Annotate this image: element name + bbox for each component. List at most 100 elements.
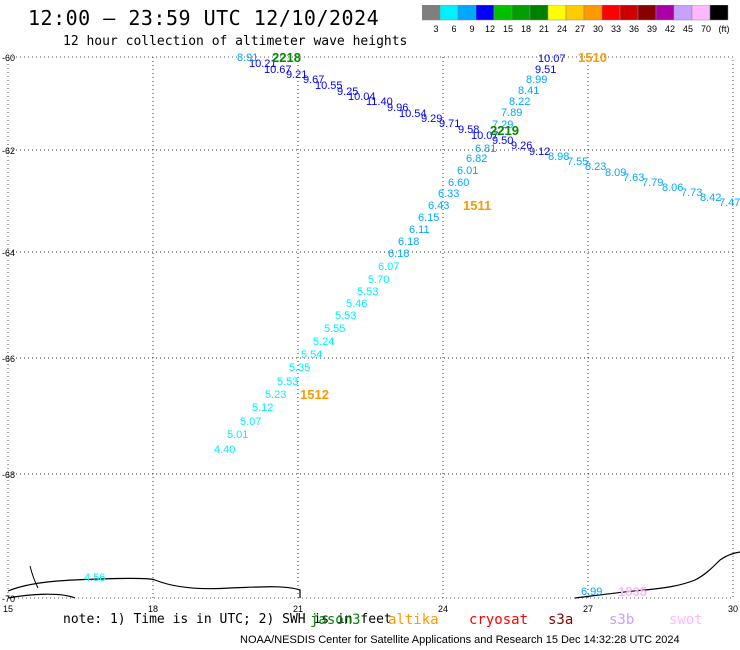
wave-height-label: 9.12 bbox=[529, 146, 550, 158]
legend-swatch-label: 30 bbox=[593, 24, 603, 34]
legend-swatch-label: 12 bbox=[485, 24, 495, 34]
satellite-label-swot: swot bbox=[669, 612, 703, 628]
wave-height-label: 5.55 bbox=[324, 323, 345, 335]
lat-tick-label: -60 bbox=[2, 53, 15, 63]
wave-height-label: 4.56 bbox=[84, 572, 105, 584]
legend-swatch-label: 33 bbox=[611, 24, 621, 34]
wave-height-label: 9.51 bbox=[535, 64, 556, 76]
page-title: 12:00 – 23:59 UTC 12/10/2024 bbox=[28, 6, 380, 30]
wave-height-label: 7.63 bbox=[623, 172, 644, 184]
satellite-label-altika: altika bbox=[388, 612, 439, 628]
color-legend bbox=[422, 5, 729, 21]
wave-height-label: 6.60 bbox=[448, 177, 469, 189]
wave-height-label: 5.35 bbox=[289, 362, 310, 374]
wave-height-label: 8.41 bbox=[518, 85, 539, 97]
wave-height-label: 5.23 bbox=[265, 389, 286, 401]
legend-swatch-label: 24 bbox=[557, 24, 567, 34]
wave-height-label: 8.23 bbox=[585, 161, 606, 173]
satellite-label-s3b: s3b bbox=[609, 612, 635, 628]
wave-height-label: 9.21 bbox=[286, 69, 307, 81]
wave-height-label: 5.54 bbox=[301, 349, 322, 361]
legend-swatch-label: (ft) bbox=[719, 24, 730, 34]
wave-height-label: 6.15 bbox=[418, 212, 439, 224]
satellite-label-s3a: s3a bbox=[548, 612, 574, 628]
wave-height-label: 5.53 bbox=[335, 310, 356, 322]
wave-height-label: 8.06 bbox=[662, 182, 683, 194]
wave-height-label: 8.99 bbox=[526, 74, 547, 86]
map-frame bbox=[7, 56, 734, 599]
wave-height-label: 5.53 bbox=[277, 376, 298, 388]
satellite-label-jason3: jason3 bbox=[310, 612, 361, 628]
credit-line: NOAA/NESDIS Center for Satellite Applica… bbox=[240, 634, 680, 646]
wave-height-label: 7.73 bbox=[681, 187, 702, 199]
lat-tick-label: -68 bbox=[2, 470, 15, 480]
wave-height-label: 8.91 bbox=[237, 52, 258, 64]
wave-height-label: 5.53 bbox=[357, 286, 378, 298]
footnote: note: 1) Time is in UTC; 2) SWH is in fe… bbox=[63, 612, 392, 627]
pass-id-label: 1835 bbox=[618, 584, 647, 599]
coastline bbox=[7, 593, 76, 599]
legend-swatch-label: 45 bbox=[683, 24, 693, 34]
wave-height-label: 9.29 bbox=[421, 113, 442, 125]
legend-swatch-label: 70 bbox=[701, 24, 711, 34]
wave-height-label: 8.22 bbox=[509, 96, 530, 108]
lon-tick-label: 27 bbox=[583, 604, 593, 614]
legend-swatch-label: 6 bbox=[451, 24, 456, 34]
wave-height-label: 10.21 bbox=[249, 58, 277, 70]
wave-height-label: 9.58 bbox=[458, 124, 479, 136]
legend-swatch-label: 39 bbox=[647, 24, 657, 34]
legend-swatch-label: 9 bbox=[469, 24, 474, 34]
lat-tick-label: -64 bbox=[2, 248, 15, 258]
legend-swatch-label: 3 bbox=[433, 24, 438, 34]
wave-height-label: 8.09 bbox=[605, 167, 626, 179]
legend-swatch bbox=[709, 5, 729, 21]
wave-height-label: 6.01 bbox=[457, 165, 478, 177]
page-subtitle: 12 hour collection of altimeter wave hei… bbox=[63, 34, 408, 49]
wave-height-label: 9.25 bbox=[337, 86, 358, 98]
wave-height-label: 5.24 bbox=[313, 336, 334, 348]
wave-height-label: 9.50 bbox=[492, 135, 513, 147]
wave-height-label: 8.42 bbox=[700, 192, 721, 204]
wave-height-label: 10.07 bbox=[471, 130, 499, 142]
wave-height-label: 10.55 bbox=[315, 80, 343, 92]
wave-height-label: 6.18 bbox=[398, 236, 419, 248]
legend-swatch-label: 36 bbox=[629, 24, 639, 34]
wave-height-label: 6.82 bbox=[466, 153, 487, 165]
lat-tick-label: -62 bbox=[2, 146, 15, 156]
satellite-label-cryosat: cryosat bbox=[469, 612, 529, 628]
pass-id-label: 1511 bbox=[463, 198, 491, 213]
wave-height-label: 7.89 bbox=[501, 107, 522, 119]
wave-height-label: 6.81 bbox=[475, 143, 496, 155]
wave-height-label: 9.26 bbox=[511, 140, 532, 152]
wave-height-label: 6.18 bbox=[388, 248, 409, 260]
wave-height-label: 5.70 bbox=[368, 274, 389, 286]
wave-height-label: 5.46 bbox=[346, 298, 367, 310]
wave-height-label: 4.40 bbox=[214, 444, 235, 456]
wave-height-label: 7.29 bbox=[492, 119, 513, 131]
wave-height-label: 6.11 bbox=[409, 224, 430, 236]
wave-height-label: 10.54 bbox=[399, 108, 427, 120]
wave-height-label: 5.12 bbox=[252, 402, 273, 414]
pass-id-label: 2218 bbox=[272, 50, 301, 65]
legend-swatch-label: 27 bbox=[575, 24, 585, 34]
coastline bbox=[29, 565, 39, 589]
legend-swatch-label: 15 bbox=[503, 24, 513, 34]
lon-tick-label: 18 bbox=[148, 604, 158, 614]
wave-height-label: 5.07 bbox=[240, 416, 261, 428]
legend-swatch-label: 21 bbox=[539, 24, 549, 34]
wave-height-label: 6.43 bbox=[428, 200, 449, 212]
lon-tick-label: 21 bbox=[293, 604, 303, 614]
wave-height-label: 10.07 bbox=[538, 53, 566, 65]
wave-height-label: 10.04 bbox=[348, 91, 376, 103]
pass-id-label: 1510 bbox=[578, 50, 607, 65]
wave-height-label: 8.98 bbox=[548, 151, 569, 163]
lon-tick-label: 24 bbox=[438, 604, 448, 614]
wave-height-label: 7.55 bbox=[567, 156, 588, 168]
wave-height-label: 9.71 bbox=[439, 118, 460, 130]
wave-height-label: 10.67 bbox=[264, 64, 292, 76]
coastline bbox=[574, 551, 740, 599]
legend-swatch-label: 42 bbox=[665, 24, 675, 34]
wave-height-label: 5.01 bbox=[227, 429, 248, 441]
color-legend-labels: 3 6 9 12 15 18 21 24 27 30 33 36 39 42 45 70 (ft) bbox=[433, 24, 730, 34]
